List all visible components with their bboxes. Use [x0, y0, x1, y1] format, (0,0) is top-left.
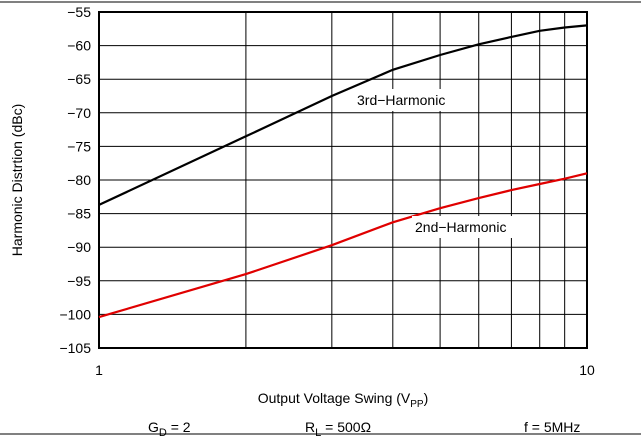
footnote-part: = 500Ω: [321, 419, 371, 435]
series-label: 2nd−Harmonic: [415, 219, 506, 235]
y-tick-label: −85: [67, 206, 91, 222]
series-label-bg: [354, 89, 476, 111]
y-tick-label: −100: [59, 306, 91, 322]
x-axis-label-part: Output Voltage Swing (V: [258, 390, 411, 406]
y-tick-label: −105: [59, 340, 91, 356]
x-axis-label-sub: PP: [410, 399, 424, 410]
x-axis-label: Output Voltage Swing (VPP): [258, 390, 429, 410]
footnote: RL = 500Ω: [305, 419, 371, 439]
y-tick-label: −80: [67, 172, 91, 188]
x-axis-label-part: ): [424, 390, 429, 406]
footnote-part: R: [305, 419, 315, 435]
y-tick-label: −75: [67, 138, 91, 154]
footnote-part: = 2: [167, 419, 191, 435]
series-label: 3rd−Harmonic: [357, 92, 445, 108]
y-axis-label: Harmonic Distrtion (dBc): [9, 104, 25, 256]
y-tick-label: −65: [67, 71, 91, 87]
footnote: f = 5MHz: [524, 419, 580, 435]
footnote-part: G: [148, 419, 159, 435]
y-tick-label: −55: [67, 4, 91, 20]
line: [98, 172, 588, 319]
y-tick-label: −60: [67, 38, 91, 54]
x-tick-label: 10: [579, 362, 595, 378]
series-label-bg: [412, 216, 534, 238]
y-tick-label: −95: [67, 273, 91, 289]
line: [98, 24, 588, 206]
x-tick-label: 1: [95, 362, 103, 378]
y-tick-label: −70: [67, 105, 91, 121]
footnote-sub: L: [315, 427, 321, 439]
footnote-sub: D: [159, 427, 167, 439]
footnote: GD = 2: [148, 419, 191, 439]
plot-frame: [98, 11, 588, 349]
y-tick-label: −90: [67, 239, 91, 255]
